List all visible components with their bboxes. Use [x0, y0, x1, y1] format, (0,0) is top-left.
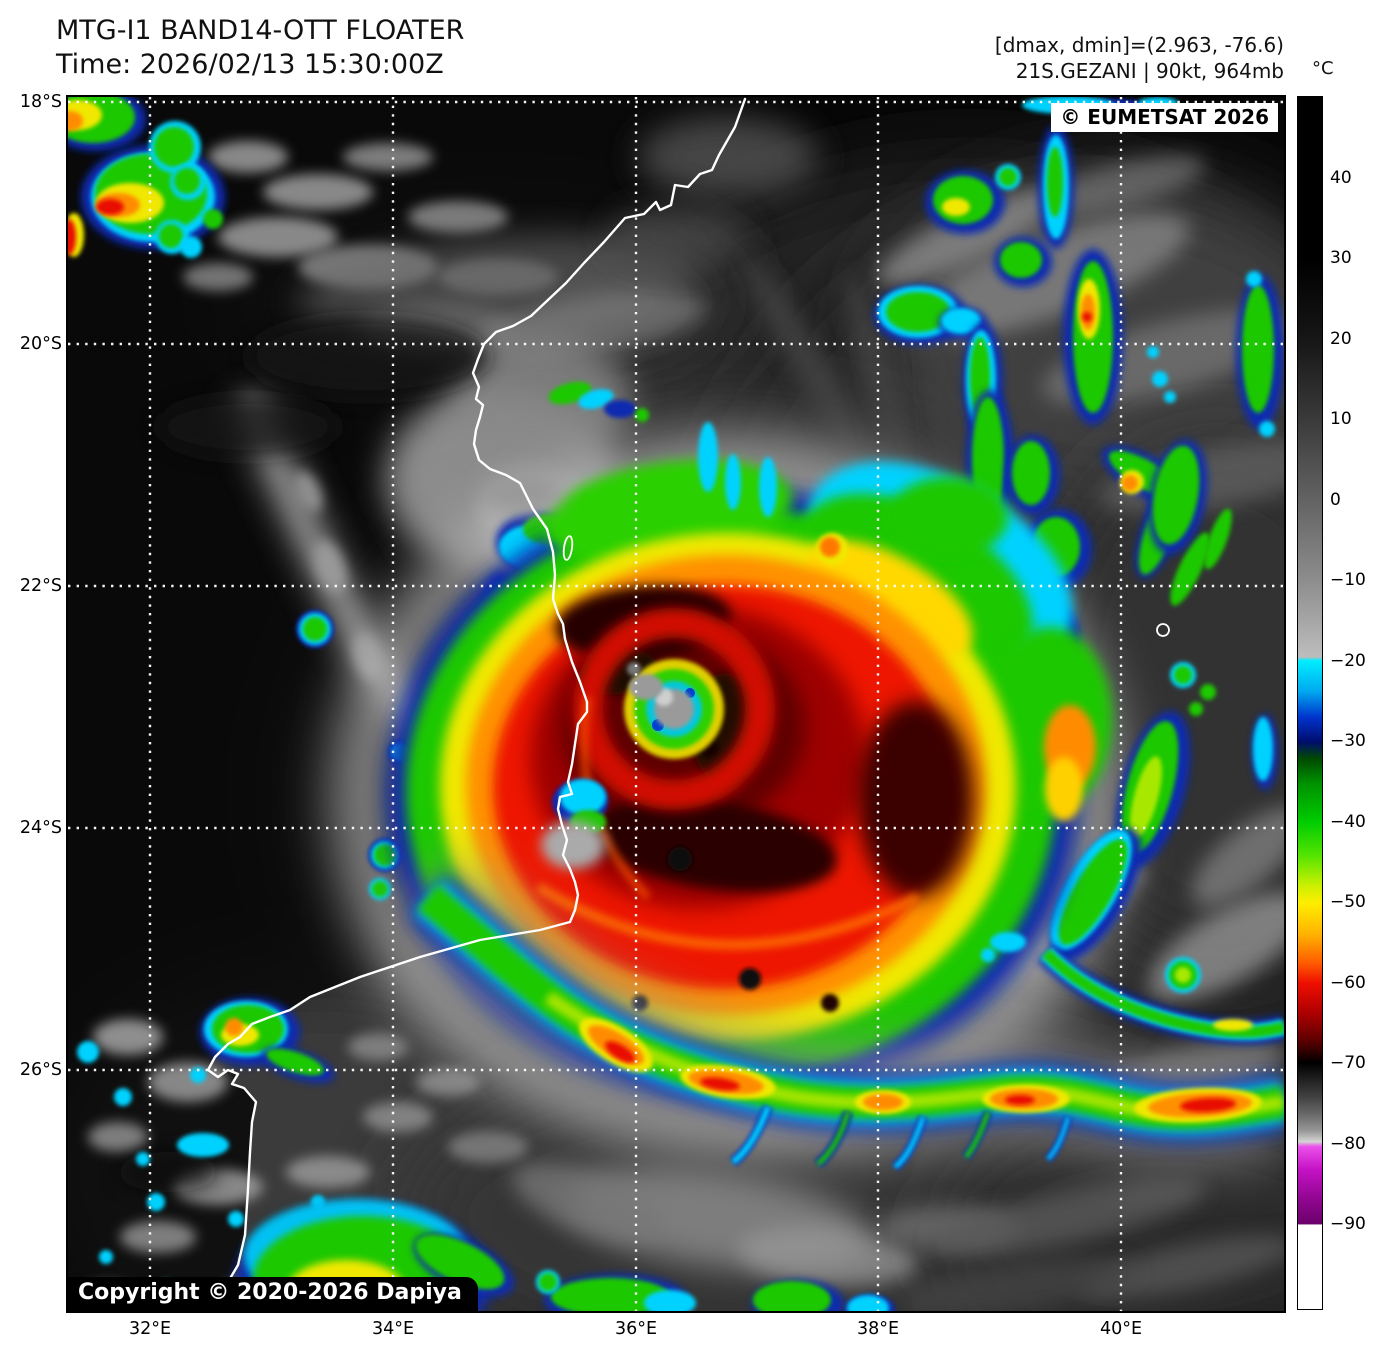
lat-label-26s: 26°S — [19, 1060, 62, 1080]
temperature-colorbar — [1297, 96, 1323, 1310]
cb-tick-m70: −70 — [1330, 1053, 1366, 1073]
cb-tick-m50: −50 — [1330, 892, 1366, 912]
lon-label-36e: 36°E — [614, 1319, 658, 1339]
lat-label-22s: 22°S — [19, 576, 62, 596]
lat-label-18s: 18°S — [19, 92, 62, 112]
satellite-map: © EUMETSAT 2026 Copyright © 2020-2026 Da… — [66, 95, 1286, 1313]
copyright-banner: Copyright © 2020-2026 Dapiya — [68, 1277, 478, 1311]
product-title: MTG-I1 BAND14-OTT FLOATER — [56, 15, 465, 46]
lat-label-24s: 24°S — [19, 818, 62, 838]
header-right: [dmax, dmin]=(2.963, -76.6) 21S.GEZANI |… — [995, 32, 1284, 84]
cb-tick-m10: −10 — [1330, 570, 1366, 590]
island-outline — [562, 535, 574, 561]
cb-tick-10: 10 — [1330, 409, 1352, 429]
cb-tick-m30: −30 — [1330, 731, 1366, 751]
cb-tick-m90: −90 — [1330, 1214, 1366, 1234]
island-marker — [1156, 623, 1170, 637]
cb-tick-20: 20 — [1330, 329, 1352, 349]
lon-label-34e: 34°E — [371, 1319, 415, 1339]
convective-cells — [68, 97, 1284, 1311]
cb-tick-m20: −20 — [1330, 651, 1366, 671]
outer-convective-band — [395, 858, 1284, 1171]
lon-label-40e: 40°E — [1099, 1319, 1143, 1339]
eumetsat-credit: © EUMETSAT 2026 — [1051, 103, 1278, 132]
lat-label-20s: 20°S — [19, 334, 62, 354]
cb-tick-30: 30 — [1330, 248, 1352, 268]
product-time: Time: 2026/02/13 15:30:00Z — [56, 49, 444, 80]
cb-tick-m40: −40 — [1330, 812, 1366, 832]
coastline — [206, 97, 1170, 1311]
cb-tick-m80: −80 — [1330, 1134, 1366, 1154]
storm-readout: 21S.GEZANI | 90kt, 964mb — [1015, 59, 1284, 83]
lon-label-32e: 32°E — [128, 1319, 172, 1339]
satellite-imagery — [68, 97, 1284, 1311]
title-block: MTG-I1 BAND14-OTT FLOATER Time: 2026/02/… — [56, 14, 464, 82]
lon-label-38e: 38°E — [856, 1319, 900, 1339]
cb-tick-m60: −60 — [1330, 973, 1366, 993]
cb-tick-40: 40 — [1330, 168, 1352, 188]
cb-tick-0: 0 — [1330, 490, 1341, 510]
dmax-dmin-readout: [dmax, dmin]=(2.963, -76.6) — [994, 33, 1284, 57]
colorbar-unit: °C — [1312, 58, 1334, 79]
